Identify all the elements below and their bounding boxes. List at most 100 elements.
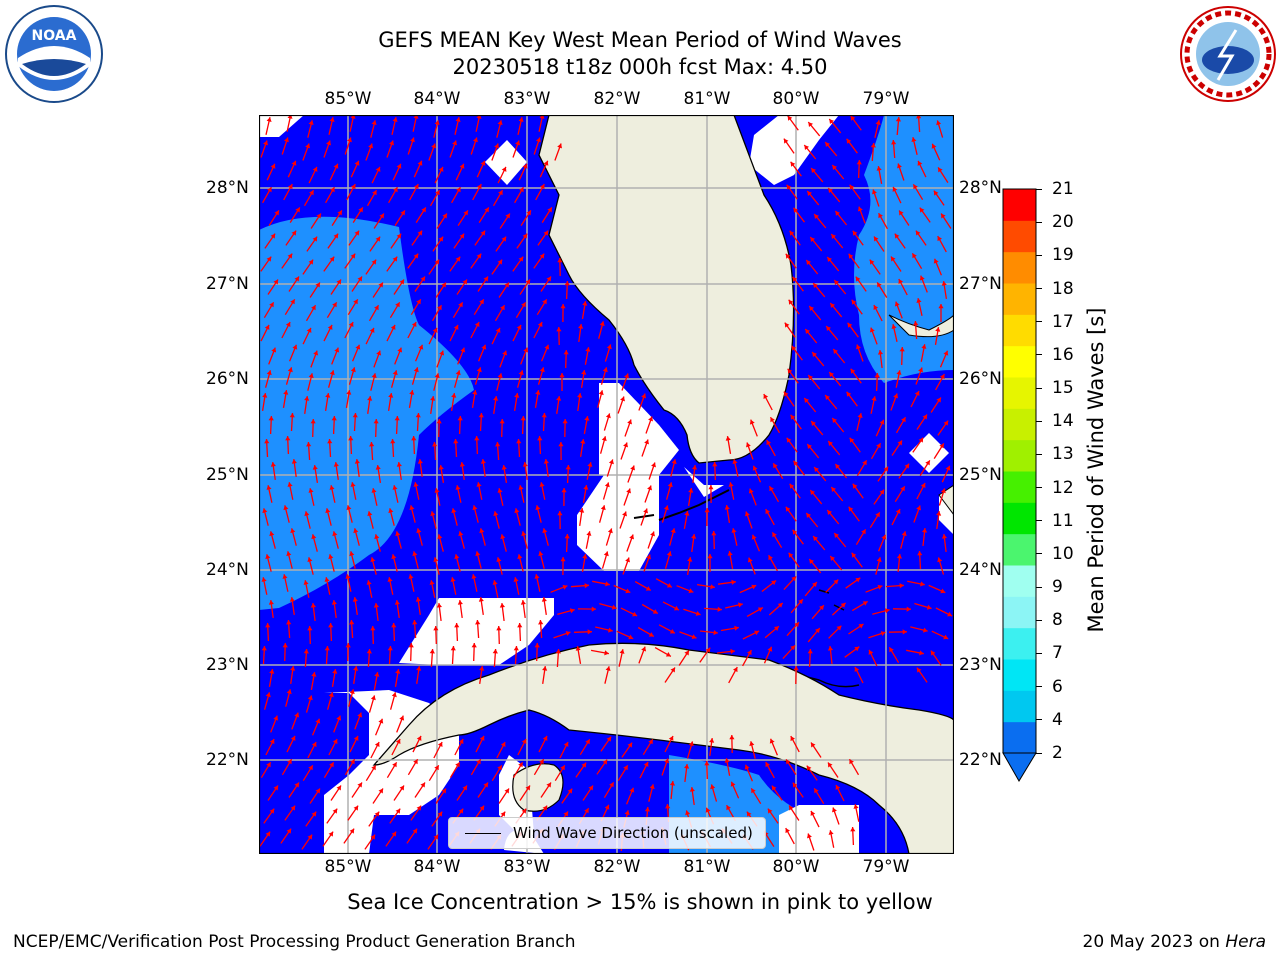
wind-wave-arrowhead	[815, 628, 820, 634]
wind-wave-arrowhead	[526, 210, 531, 216]
wind-wave-arrowhead	[308, 488, 314, 493]
wind-wave-arrowhead	[941, 281, 947, 286]
wind-wave-arrowhead	[434, 373, 440, 379]
wind-wave-arrowhead	[307, 695, 313, 701]
wind-wave-arrowhead	[830, 556, 835, 561]
wind-wave-arrowhead	[351, 184, 356, 190]
wind-wave-arrowhead	[400, 210, 405, 216]
wind-wave-arrowhead	[497, 488, 503, 493]
wind-wave-arrowhead	[290, 666, 296, 671]
wind-wave-arrowhead	[478, 413, 484, 418]
wind-wave-arrowhead	[854, 646, 860, 652]
wind-wave-arrowhead	[704, 508, 710, 513]
wind-wave-arrowhead	[328, 554, 334, 560]
wind-wave-arrowhead	[373, 603, 379, 608]
wind-wave-arrowhead	[412, 620, 418, 625]
lon-label-top: 79°W	[862, 89, 910, 109]
wind-wave-arrowhead	[420, 276, 425, 282]
footer-right: 20 May 2023 on Hera	[1083, 932, 1267, 952]
wind-wave-arrowhead	[334, 347, 340, 353]
colorbar-band	[1003, 471, 1036, 503]
wind-wave-arrowhead	[808, 375, 813, 380]
wind-wave-arrowhead	[560, 304, 566, 309]
wind-wave-arrowhead	[664, 758, 669, 764]
wind-wave-arrowhead	[581, 762, 587, 768]
wind-wave-arrowhead	[665, 804, 671, 809]
wind-wave-arrowhead	[598, 390, 604, 396]
wind-wave-arrowhead	[271, 347, 277, 353]
wind-wave-arrowhead	[535, 505, 541, 511]
wind-wave-arrowhead	[268, 416, 274, 421]
wind-wave-arrowhead	[313, 350, 319, 356]
wind-wave-arrowhead	[806, 765, 812, 771]
wind-wave-arrowhead	[731, 528, 737, 533]
wind-wave-arrowhead	[770, 417, 775, 423]
wind-wave-arrowhead	[809, 559, 814, 564]
wind-wave-arrowhead	[539, 367, 545, 373]
wind-wave-arrowhead	[833, 579, 839, 585]
wind-wave-arrowhead	[350, 367, 356, 373]
wind-wave-arrowhead	[604, 482, 610, 488]
colorbar-band	[1003, 220, 1036, 253]
wind-wave-arrowhead	[857, 413, 863, 418]
wind-wave-arrowhead	[804, 398, 809, 403]
wind-wave-arrowhead	[582, 554, 588, 559]
wind-wave-arrowhead	[915, 230, 921, 236]
wind-wave-arrowhead	[939, 443, 944, 449]
wind-wave-arrowhead	[584, 808, 589, 814]
wind-wave-arrowhead	[565, 631, 571, 636]
wind-wave-arrowhead	[586, 531, 592, 536]
lat-label-left: 26°N	[206, 369, 249, 389]
lat-label-right: 28°N	[959, 178, 1002, 198]
wind-wave-arrowhead	[806, 513, 811, 518]
wind-wave-arrowhead	[569, 608, 575, 614]
wind-wave-arrowhead	[304, 511, 310, 517]
colorbar-tick-label: 9	[1052, 577, 1063, 598]
wind-wave-arrowhead	[807, 833, 812, 839]
isla-juventud-land	[512, 763, 564, 812]
wind-wave-arrowhead	[269, 739, 275, 744]
wind-wave-arrowhead	[707, 554, 713, 559]
wind-wave-arrowhead	[783, 138, 789, 144]
wind-wave-arrowhead	[431, 143, 436, 149]
colorbar-tick-mark	[1036, 652, 1042, 654]
wind-wave-arrowhead	[555, 649, 561, 654]
lon-label-top: 84°W	[413, 89, 461, 109]
wind-wave-arrowhead	[809, 306, 814, 311]
wind-wave-arrowhead	[429, 580, 435, 585]
wind-wave-arrowhead	[416, 299, 421, 305]
wind-wave-arrowhead	[332, 531, 338, 537]
wind-wave-arrowhead	[434, 120, 440, 125]
wind-wave-arrowhead	[749, 419, 755, 425]
wind-wave-arrowhead	[883, 466, 889, 472]
wind-wave-arrowhead	[565, 465, 571, 470]
wind-wave-arrowhead	[853, 804, 859, 809]
wind-wave-arrowhead	[563, 742, 569, 747]
wind-wave-arrowhead	[514, 508, 520, 514]
wind-wave-arrowhead	[840, 602, 846, 608]
wind-wave-arrowhead	[478, 597, 484, 602]
wind-wave-arrowhead	[813, 283, 818, 288]
wind-wave-arrowhead	[391, 623, 397, 628]
wind-wave-arrowhead	[599, 321, 605, 327]
colorbar-tick-label: 6	[1052, 676, 1063, 697]
wind-wave-arrowhead	[522, 233, 528, 239]
colorbar-tick-label: 13	[1052, 444, 1074, 465]
wind-wave-arrowhead	[310, 419, 316, 424]
wind-wave-arrowhead	[937, 557, 943, 563]
wind-wave-arrowhead	[353, 735, 359, 741]
wind-wave-arrowhead	[303, 580, 309, 585]
wind-wave-arrowhead	[337, 210, 342, 216]
wind-wave-arrowhead	[537, 436, 543, 441]
wind-wave-arrowhead	[542, 299, 547, 305]
wind-wave-arrowhead	[790, 645, 796, 651]
wind-wave-arrowhead	[305, 143, 310, 149]
wind-wave-arrowhead	[368, 143, 373, 149]
wind-wave-arrowhead	[785, 253, 791, 259]
wind-wave-arrowhead	[585, 739, 590, 745]
wind-wave-arrowhead	[315, 282, 320, 288]
wind-wave-arrowhead	[345, 643, 351, 648]
wind-wave-arrowhead	[876, 166, 882, 171]
wind-wave-arrowhead	[521, 302, 526, 308]
wind-wave-arrowhead	[835, 785, 841, 790]
